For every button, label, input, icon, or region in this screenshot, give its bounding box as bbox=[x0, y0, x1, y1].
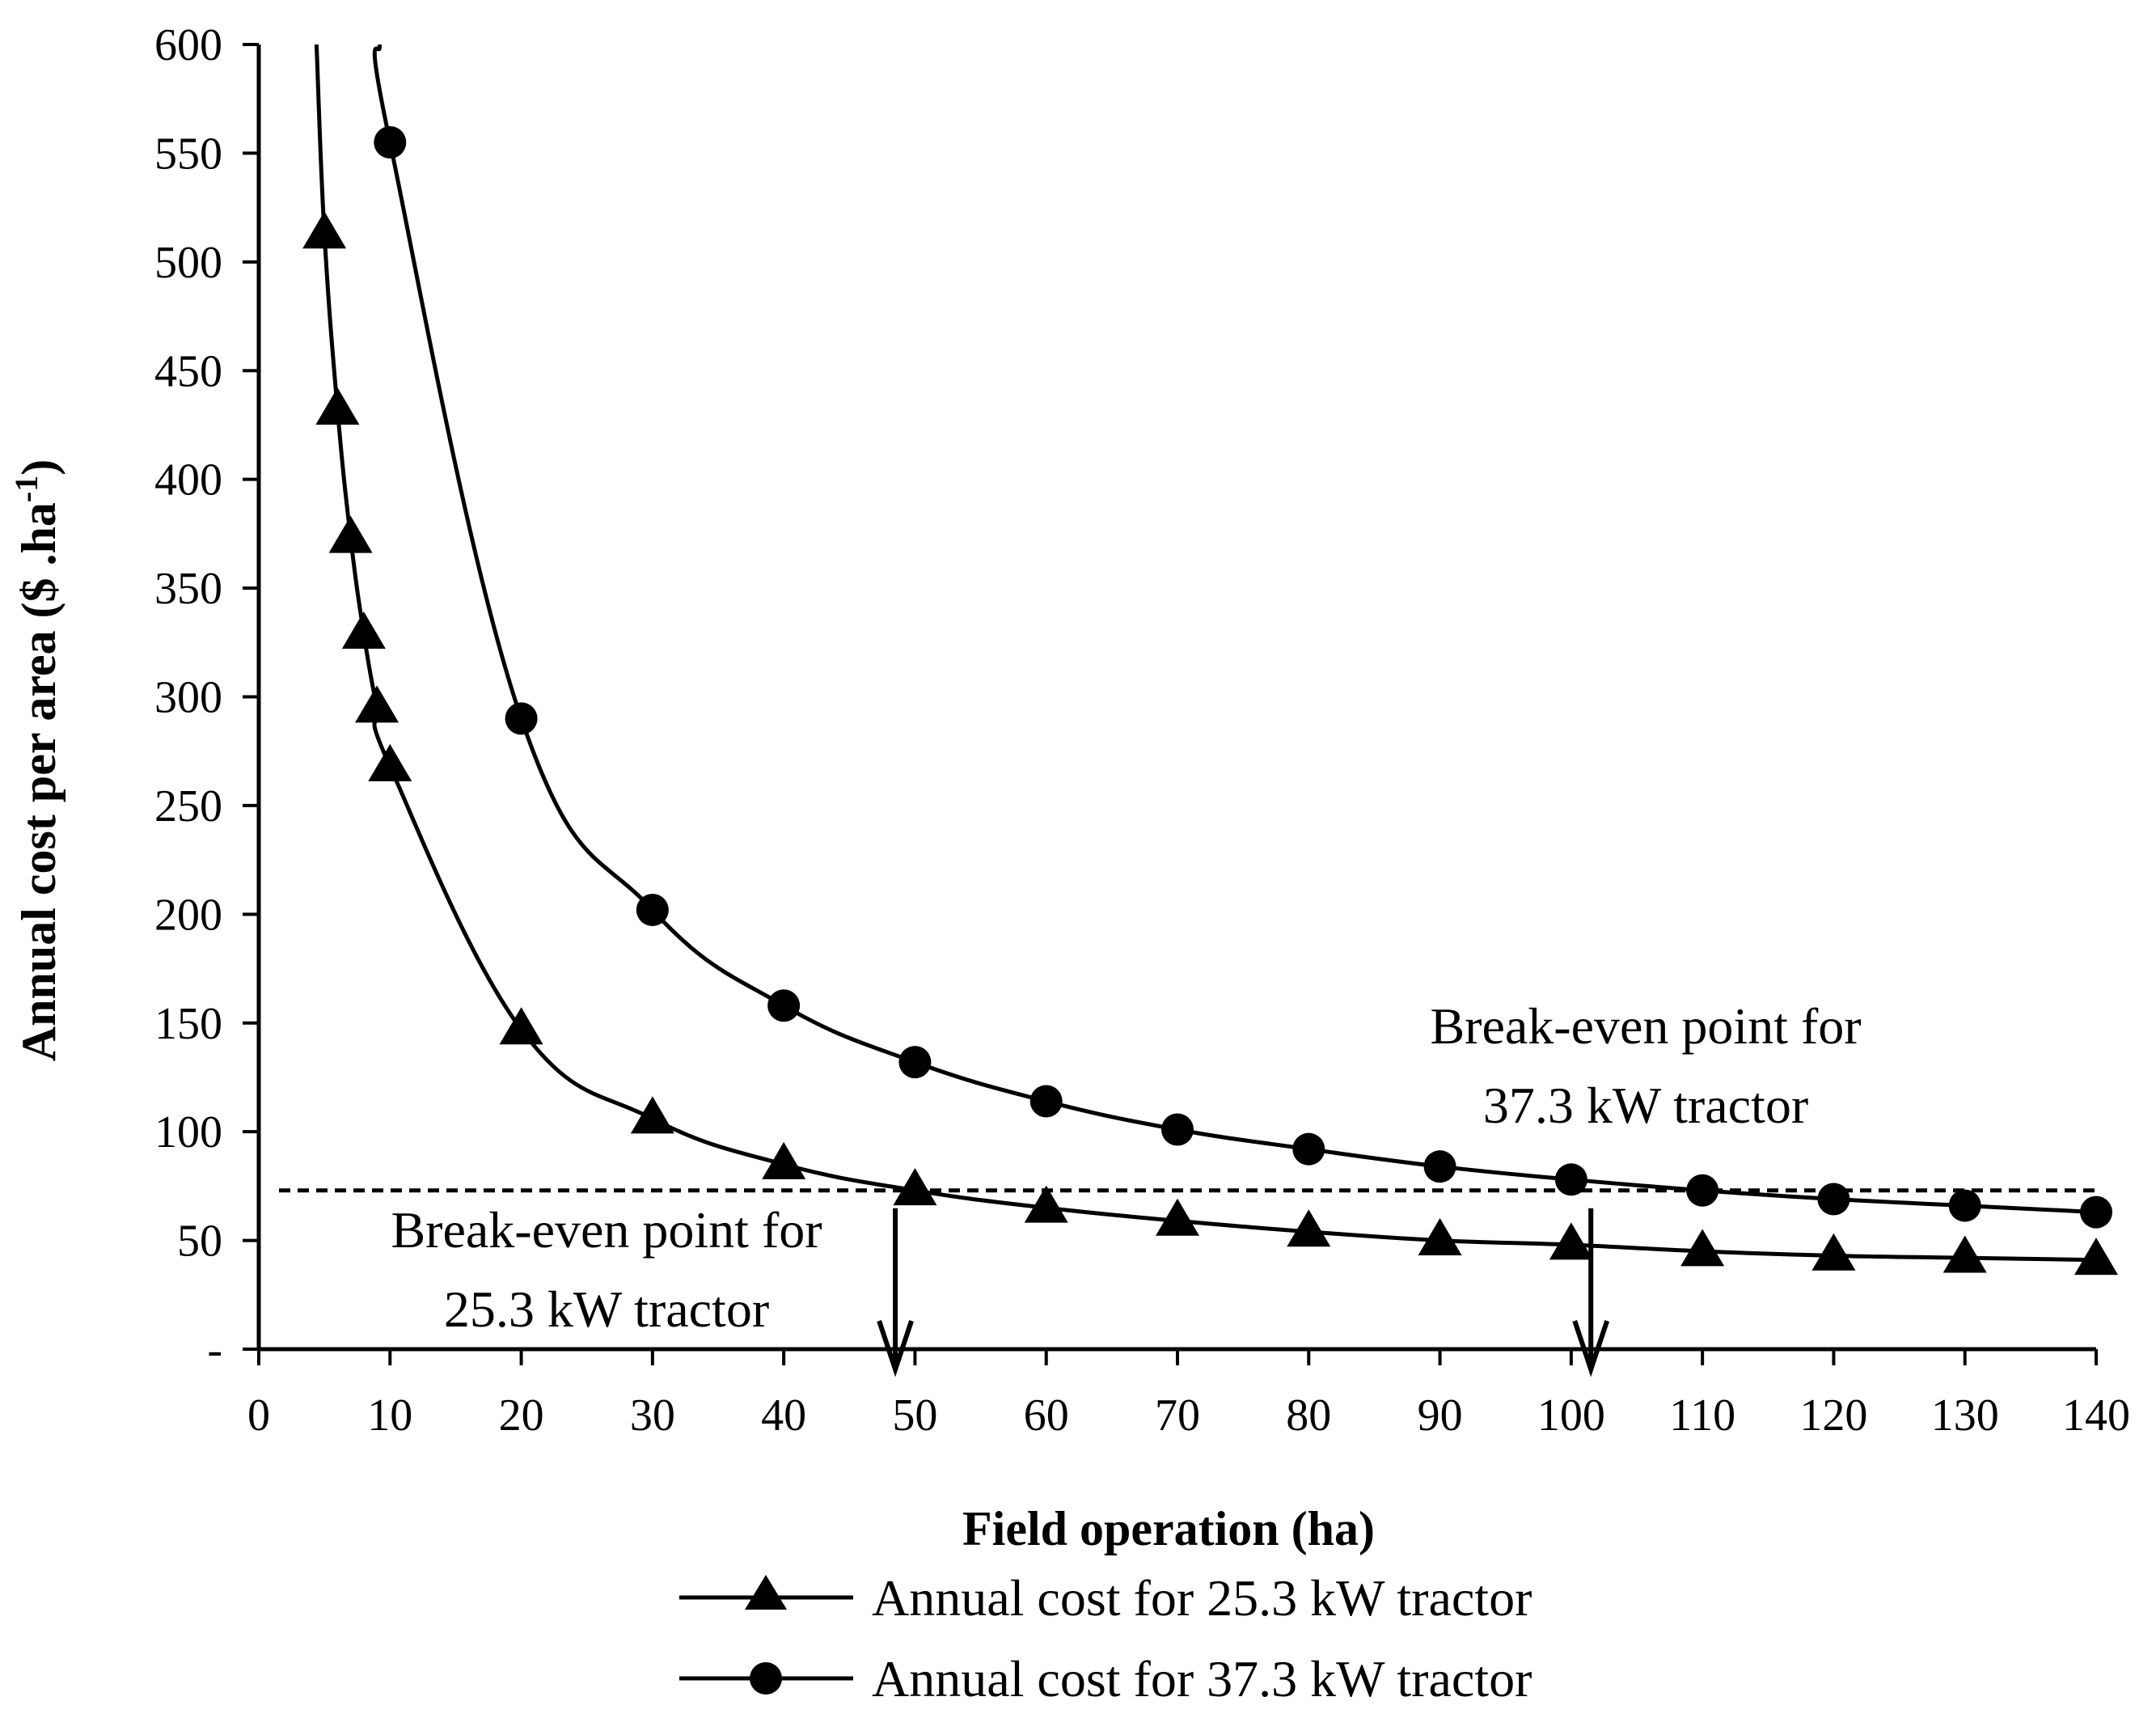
x-tick-label: 130 bbox=[1931, 1390, 1999, 1441]
x-tick-label: 100 bbox=[1537, 1390, 1605, 1441]
x-tick-label: 60 bbox=[1024, 1390, 1069, 1441]
triangle-point bbox=[1549, 1222, 1593, 1260]
triangle-marker-icon bbox=[745, 1575, 787, 1610]
circle-point bbox=[1029, 1085, 1063, 1118]
annotation-37-line2: 37.3 kW tractor bbox=[1483, 1077, 1808, 1134]
y-tick-label: 450 bbox=[154, 346, 222, 396]
circle-point bbox=[636, 893, 669, 926]
annotation-37-line1: Break-even point for bbox=[1430, 997, 1861, 1055]
triangle-point bbox=[1680, 1229, 1725, 1267]
circle-point bbox=[1817, 1183, 1850, 1216]
legend-label-37kw: Annual cost for 37.3 kW tractor bbox=[872, 1650, 1532, 1707]
y-tick-label: 250 bbox=[154, 781, 222, 831]
arrow-head-icon bbox=[877, 1320, 914, 1377]
circle-point bbox=[767, 989, 801, 1022]
y-axis-title-close: ) bbox=[12, 459, 66, 476]
y-tick-label: 150 bbox=[154, 999, 222, 1049]
y-tick-label: 50 bbox=[177, 1217, 222, 1267]
y-axis-title-main: Annual cost per area ($ .ha bbox=[12, 502, 66, 1061]
triangle-point bbox=[499, 1007, 543, 1045]
legend: Annual cost for 25.3 kW tractor Annual c… bbox=[679, 1569, 1532, 1707]
data-markers bbox=[302, 125, 2118, 1276]
x-tick-label: 110 bbox=[1669, 1390, 1735, 1441]
x-tick-label: 30 bbox=[630, 1390, 675, 1441]
y-tick-label: 300 bbox=[154, 673, 222, 723]
triangle-point bbox=[1156, 1198, 1199, 1236]
annotations: Break-even point for 25.3 kW tractor Bre… bbox=[279, 997, 2096, 1377]
legend-item-37kw: Annual cost for 37.3 kW tractor bbox=[679, 1650, 1532, 1707]
x-tick-label: 0 bbox=[247, 1390, 270, 1441]
x-tick-label: 40 bbox=[761, 1390, 806, 1441]
triangle-point bbox=[762, 1141, 806, 1179]
circle-point bbox=[1161, 1113, 1194, 1146]
legend-item-25kw: Annual cost for 25.3 kW tractor bbox=[679, 1569, 1532, 1627]
x-tick-label: 50 bbox=[892, 1390, 937, 1441]
triangle-point bbox=[2074, 1238, 2118, 1276]
circle-point bbox=[1554, 1163, 1587, 1196]
triangle-point bbox=[302, 211, 347, 249]
triangle-point bbox=[893, 1168, 937, 1206]
y-tick-label: 500 bbox=[154, 238, 222, 288]
triangle-point bbox=[315, 387, 360, 425]
x-tick-label: 140 bbox=[2062, 1390, 2130, 1441]
y-tick-label: 200 bbox=[154, 890, 222, 940]
triangle-point bbox=[328, 515, 373, 553]
y-tick-label: - bbox=[207, 1325, 222, 1375]
x-tick-label: 80 bbox=[1286, 1390, 1331, 1441]
legend-label-25kw: Annual cost for 25.3 kW tractor bbox=[872, 1569, 1532, 1627]
circle-point bbox=[2080, 1195, 2112, 1229]
y-tick-label: 550 bbox=[154, 129, 222, 179]
y-tick-label: 100 bbox=[154, 1107, 222, 1157]
series-curves bbox=[314, 44, 2097, 1263]
axis-titles: Field operation (ha) Annual cost per are… bbox=[8, 459, 1375, 1555]
circle-point bbox=[1292, 1132, 1325, 1166]
triangle-point bbox=[355, 685, 399, 723]
triangle-point bbox=[1418, 1217, 1462, 1255]
x-tick-label: 70 bbox=[1155, 1390, 1200, 1441]
y-tick-label: 400 bbox=[154, 455, 222, 506]
triangle-point bbox=[1811, 1233, 1856, 1271]
triangle-point bbox=[341, 611, 386, 649]
triangle-point bbox=[1024, 1185, 1068, 1223]
circle-point bbox=[1423, 1150, 1456, 1183]
circle-point bbox=[898, 1046, 932, 1079]
triangle-point bbox=[1943, 1235, 1987, 1273]
triangle-point bbox=[630, 1096, 674, 1134]
x-tick-label: 10 bbox=[367, 1390, 412, 1441]
y-axis-title-sup: -1 bbox=[8, 476, 44, 502]
annotation-25-line1: Break-even point for bbox=[391, 1201, 822, 1259]
x-tick-label: 20 bbox=[499, 1390, 544, 1441]
y-tick-label: 600 bbox=[154, 20, 222, 70]
circle-point bbox=[374, 125, 407, 159]
x-axis-title: Field operation (ha) bbox=[962, 1502, 1375, 1555]
circle-marker-icon bbox=[750, 1662, 782, 1695]
y-tick-label: 350 bbox=[154, 564, 222, 614]
x-tick-label: 90 bbox=[1418, 1390, 1463, 1441]
axes: - 50 100 150 200 250 300 350 400 450 500 550 600 0 10 2… bbox=[154, 20, 2130, 1441]
y-axis-title: Annual cost per area ($ .ha-1) bbox=[8, 459, 66, 1061]
arrow-head-icon bbox=[1572, 1320, 1610, 1377]
circle-point bbox=[1948, 1189, 1981, 1222]
annotation-25-line2: 25.3 kW tractor bbox=[444, 1280, 769, 1338]
x-tick-label: 120 bbox=[1799, 1390, 1867, 1441]
series-line-0 bbox=[314, 44, 2097, 1263]
triangle-point bbox=[368, 743, 412, 781]
circle-point bbox=[505, 702, 538, 735]
triangle-point bbox=[1287, 1209, 1331, 1247]
